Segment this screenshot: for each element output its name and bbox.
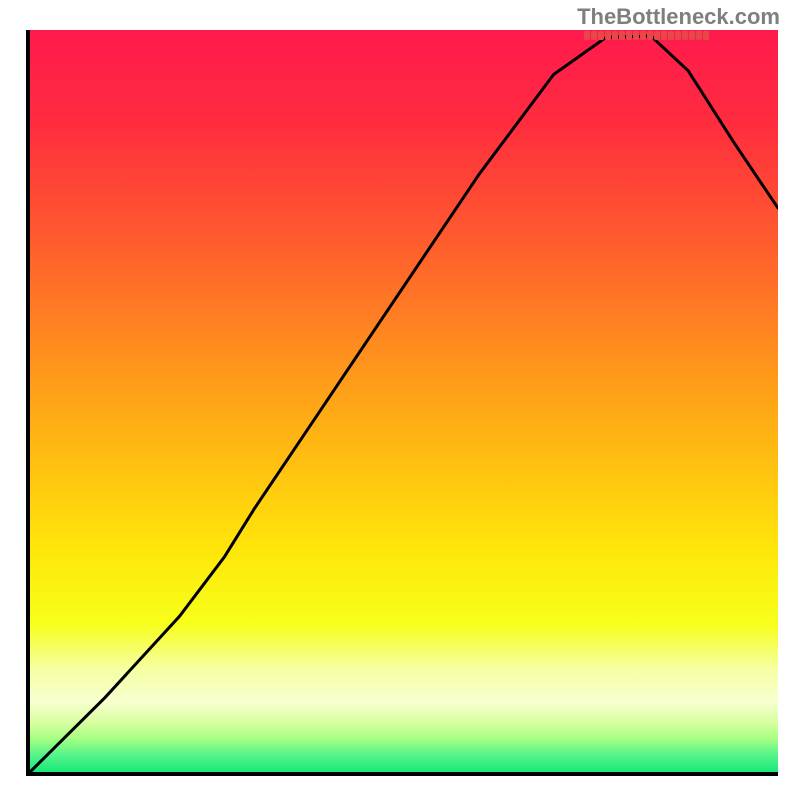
recommended-range-marker: [584, 31, 710, 40]
x-axis-line: [26, 772, 778, 776]
watermark-text: TheBottleneck.com: [577, 4, 780, 30]
bottleneck-curve: [30, 36, 778, 772]
y-axis-line: [26, 30, 30, 776]
bottleneck-curve-layer: [30, 30, 778, 772]
chart-container: TheBottleneck.com: [0, 0, 800, 800]
plot-area: [30, 30, 778, 772]
